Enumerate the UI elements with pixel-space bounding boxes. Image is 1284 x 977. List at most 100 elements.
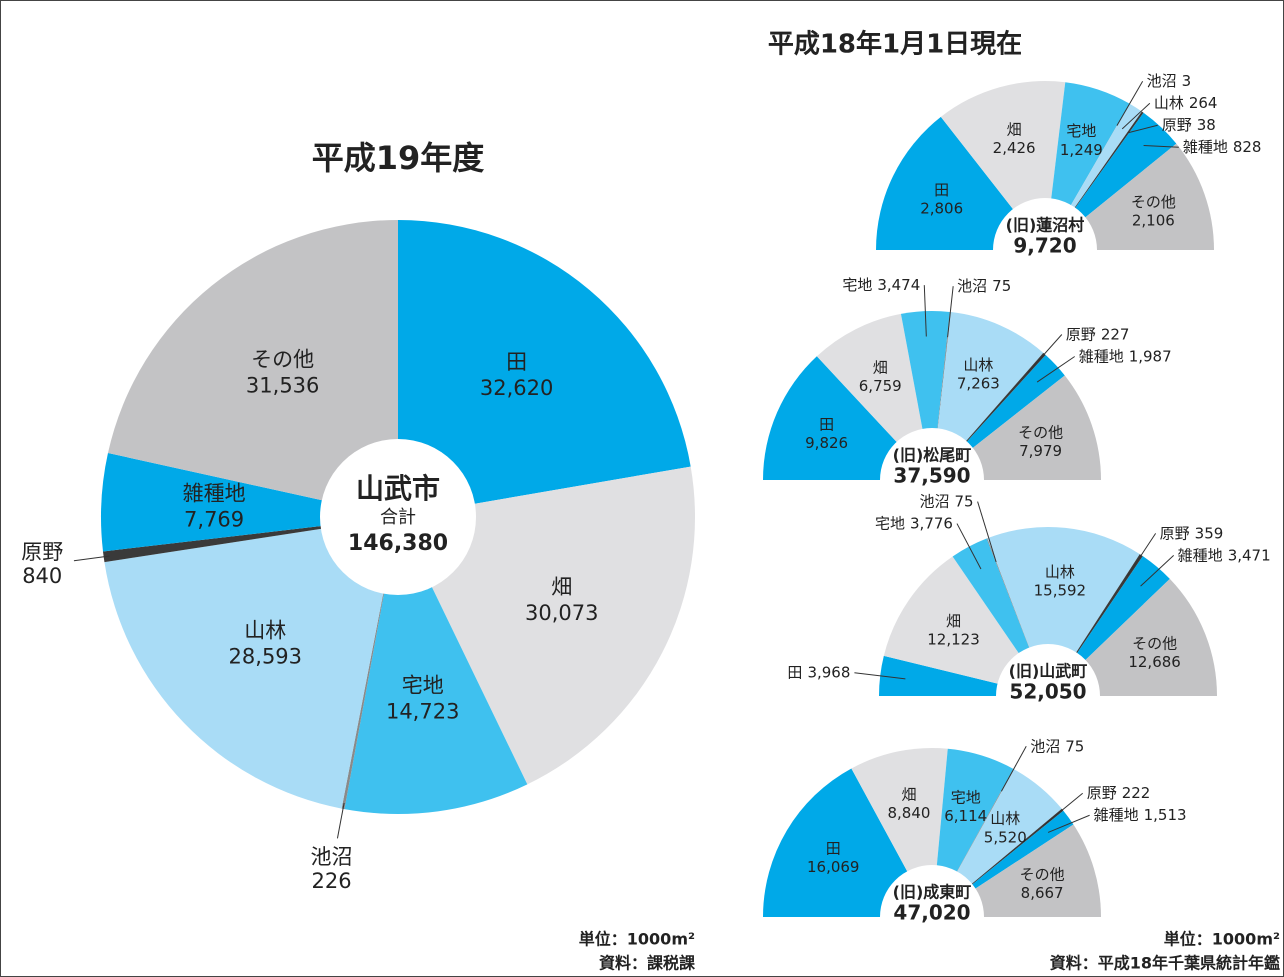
wedge (763, 768, 932, 917)
slice-value: 226 (311, 869, 351, 893)
center-total: 47,020 (893, 901, 970, 925)
slice-label: 原野 359 (1160, 524, 1224, 542)
slice-value: 6,759 (859, 377, 902, 395)
slice-name: 田 (787, 663, 802, 681)
slice-name: 畑 (946, 612, 961, 630)
header: 平成18年1月1日現在 (768, 29, 1022, 60)
slice-value: 38 (1197, 116, 1216, 134)
slice-value: 3,968 (807, 663, 850, 681)
slice-name: 池沼 (957, 277, 987, 295)
leader-line (977, 501, 997, 563)
slice-name: 宅地 (951, 788, 981, 806)
slice-value: 9,826 (805, 434, 848, 452)
leader-line (336, 802, 345, 839)
center-total: 37,590 (893, 464, 970, 488)
chart-title: 平成19年度 (312, 139, 485, 177)
slice-label: 原野 227 (1066, 325, 1130, 343)
slice-name: 原野 (21, 540, 63, 564)
note: 資料：平成18年千葉県統計年鑑 (1050, 954, 1280, 973)
slice-value: 15,592 (1034, 581, 1087, 599)
center-total: 146,380 (348, 531, 448, 556)
slice-value: 2,106 (1132, 211, 1175, 229)
slice-name: 山林 (1154, 94, 1184, 112)
slice-name: その他 (251, 347, 314, 371)
slice-value: 8,840 (887, 804, 930, 822)
slice-value: 7,769 (184, 508, 244, 532)
slice-value: 6,114 (944, 807, 987, 825)
center-total: 9,720 (1013, 234, 1076, 258)
slice-name: その他 (1131, 193, 1176, 211)
slice-value: 3 (1182, 72, 1192, 90)
slice-value: 1,249 (1060, 141, 1103, 159)
slice-label: 雑種地 1,987 (1079, 347, 1172, 365)
slice-label: 宅地 3,776 (875, 514, 953, 532)
slice-value: 359 (1195, 524, 1224, 542)
leader-line (1116, 80, 1144, 126)
wedge (107, 220, 398, 517)
center-hole (880, 428, 984, 532)
slice-value: 30,073 (525, 601, 598, 625)
slice-value: 264 (1189, 94, 1218, 112)
slice-name: 池沼 (1147, 72, 1177, 90)
slice-value: 12,686 (1128, 653, 1181, 671)
slice-value: 75 (1065, 737, 1084, 755)
slice-value: 1,513 (1144, 806, 1187, 824)
wedge (900, 311, 950, 480)
leader-line (956, 523, 982, 570)
slice-value: 75 (954, 492, 973, 510)
slice-name: 山林 (1045, 563, 1075, 581)
center-title: (旧)山武町 (1009, 662, 1088, 681)
center-subtitle: 合計 (380, 507, 416, 528)
slice-label: 原野 38 (1162, 116, 1216, 134)
slice-name: 山林 (244, 619, 286, 643)
slice-value: 227 (1101, 325, 1130, 343)
slice-label: 田 3,968 (787, 663, 850, 681)
leader-line (1000, 746, 1027, 792)
slice-value: 7,263 (957, 375, 1000, 393)
slice-name: 原野 (1066, 325, 1096, 343)
wedge (883, 556, 1048, 696)
slice-name: 原野 (1087, 784, 1117, 802)
note: 資料：課税課 (599, 954, 696, 973)
slice-label: 池沼 75 (919, 492, 973, 510)
slice-value: 32,620 (480, 376, 553, 400)
center-title: (旧)松尾町 (893, 446, 972, 465)
center-title: (旧)成東町 (893, 883, 972, 902)
slice-value: 14,723 (386, 699, 459, 723)
slice-name: 池沼 (919, 492, 949, 510)
slice-name: 原野 (1162, 116, 1192, 134)
slice-label: 雑種地 3,471 (1178, 546, 1271, 564)
slice-label: 山林 264 (1154, 94, 1218, 112)
center-hole (996, 644, 1100, 748)
leader-line (923, 285, 927, 337)
slice-name: 田 (934, 181, 949, 199)
slice-name: 宅地 (875, 514, 905, 532)
center-hole (320, 439, 476, 595)
slice-value: 222 (1122, 784, 1151, 802)
slice-name: 畑 (873, 359, 888, 377)
slice-name: 畑 (551, 575, 572, 599)
leader-line (1121, 102, 1151, 130)
leader-line (1143, 145, 1179, 148)
slice-value: 2,806 (920, 199, 963, 217)
slice-name: その他 (1018, 424, 1063, 442)
slice-name: 畑 (1007, 120, 1022, 138)
note: 単位：1000m² (1164, 930, 1280, 949)
slice-value: 840 (22, 564, 62, 588)
wedge (876, 116, 1045, 251)
slice-value: 3,474 (877, 276, 920, 294)
slice-value: 5,520 (984, 828, 1027, 846)
slice-name: 山林 (990, 810, 1020, 828)
slice-name: 雑種地 (1178, 546, 1223, 564)
slice-label: 原野 222 (1087, 784, 1151, 802)
slice-label: 池沼 75 (1030, 737, 1084, 755)
leader-line (854, 672, 906, 680)
leader-line (1140, 555, 1175, 587)
note: 単位：1000m² (579, 930, 695, 949)
slice-label: 雑種地 1,513 (1094, 806, 1187, 824)
wedge (763, 356, 932, 480)
